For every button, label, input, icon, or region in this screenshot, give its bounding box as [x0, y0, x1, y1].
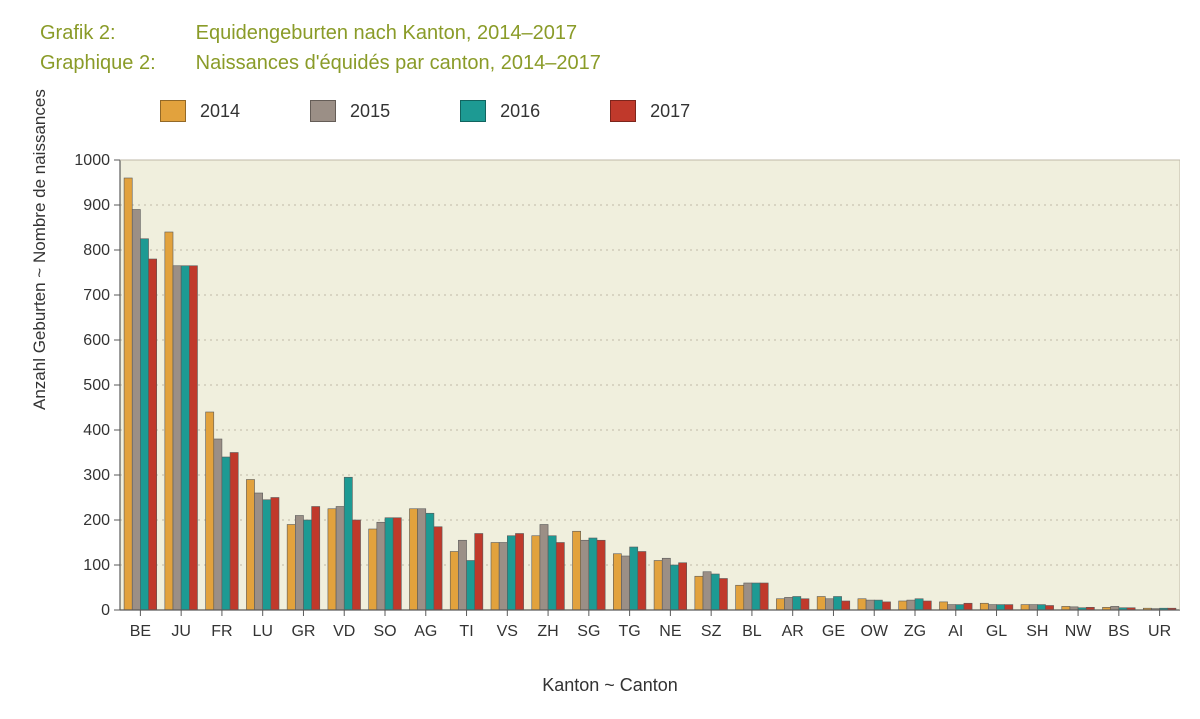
- legend-swatch-2014: [160, 100, 186, 122]
- svg-text:VS: VS: [497, 623, 518, 640]
- y-axis-label: Anzahl Geburten ~ Nombre de naissances: [30, 89, 50, 410]
- svg-text:ZH: ZH: [537, 623, 558, 640]
- svg-text:500: 500: [83, 377, 110, 394]
- legend-swatch-2016: [460, 100, 486, 122]
- legend-item-2015: 2015: [310, 100, 390, 122]
- svg-text:LU: LU: [252, 623, 272, 640]
- svg-text:FR: FR: [211, 623, 232, 640]
- svg-text:TI: TI: [459, 623, 473, 640]
- svg-text:BS: BS: [1108, 623, 1129, 640]
- svg-text:TG: TG: [619, 623, 641, 640]
- svg-text:UR: UR: [1148, 623, 1171, 640]
- legend-label-2014: 2014: [200, 101, 240, 122]
- page: Grafik 2: Graphique 2: Equidengeburten n…: [0, 0, 1200, 719]
- x-axis-label: Kanton ~ Canton: [40, 675, 1180, 696]
- header-title-fr: Naissances d'équidés par canton, 2014–20…: [196, 48, 601, 78]
- svg-text:JU: JU: [171, 623, 191, 640]
- header-label-de: Grafik 2:: [40, 18, 156, 48]
- svg-text:100: 100: [83, 557, 110, 574]
- svg-text:GR: GR: [291, 623, 315, 640]
- legend-item-2016: 2016: [460, 100, 540, 122]
- legend-label-2016: 2016: [500, 101, 540, 122]
- svg-text:ZG: ZG: [904, 623, 926, 640]
- svg-text:SG: SG: [577, 623, 600, 640]
- legend-label-2015: 2015: [350, 101, 390, 122]
- svg-text:AI: AI: [948, 623, 963, 640]
- header-label-fr: Graphique 2:: [40, 48, 156, 78]
- svg-text:GE: GE: [822, 623, 845, 640]
- svg-text:BE: BE: [130, 623, 151, 640]
- legend-swatch-2017: [610, 100, 636, 122]
- legend-item-2017: 2017: [610, 100, 690, 122]
- svg-text:800: 800: [83, 242, 110, 259]
- header-title-de: Equidengeburten nach Kanton, 2014–2017: [196, 18, 601, 48]
- header-label-block: Grafik 2: Graphique 2:: [40, 18, 156, 78]
- svg-text:300: 300: [83, 467, 110, 484]
- svg-text:NE: NE: [659, 623, 681, 640]
- svg-text:700: 700: [83, 287, 110, 304]
- legend-swatch-2015: [310, 100, 336, 122]
- svg-text:SH: SH: [1026, 623, 1048, 640]
- svg-text:AR: AR: [782, 623, 804, 640]
- bar-chart: 0 100 200 300 400 500 600 700 800 900 1000 BE JU FR LU…: [40, 150, 1180, 660]
- svg-text:900: 900: [83, 197, 110, 214]
- svg-text:0: 0: [101, 602, 110, 619]
- svg-text:GL: GL: [986, 623, 1007, 640]
- svg-text:BL: BL: [742, 623, 762, 640]
- svg-text:SO: SO: [373, 623, 396, 640]
- svg-text:600: 600: [83, 332, 110, 349]
- svg-text:400: 400: [83, 422, 110, 439]
- svg-text:200: 200: [83, 512, 110, 529]
- legend-label-2017: 2017: [650, 101, 690, 122]
- chart-header: Grafik 2: Graphique 2: Equidengeburten n…: [40, 18, 601, 78]
- chart-legend: 2014 2015 2016 2017: [160, 100, 690, 122]
- svg-text:NW: NW: [1065, 623, 1093, 640]
- svg-text:1000: 1000: [74, 152, 110, 169]
- svg-text:SZ: SZ: [701, 623, 722, 640]
- svg-text:AG: AG: [414, 623, 437, 640]
- svg-text:OW: OW: [860, 623, 888, 640]
- header-title-block: Equidengeburten nach Kanton, 2014–2017 N…: [196, 18, 601, 78]
- chart-container: Anzahl Geburten ~ Nombre de naissances 0…: [40, 150, 1180, 690]
- svg-text:VD: VD: [333, 623, 355, 640]
- legend-item-2014: 2014: [160, 100, 240, 122]
